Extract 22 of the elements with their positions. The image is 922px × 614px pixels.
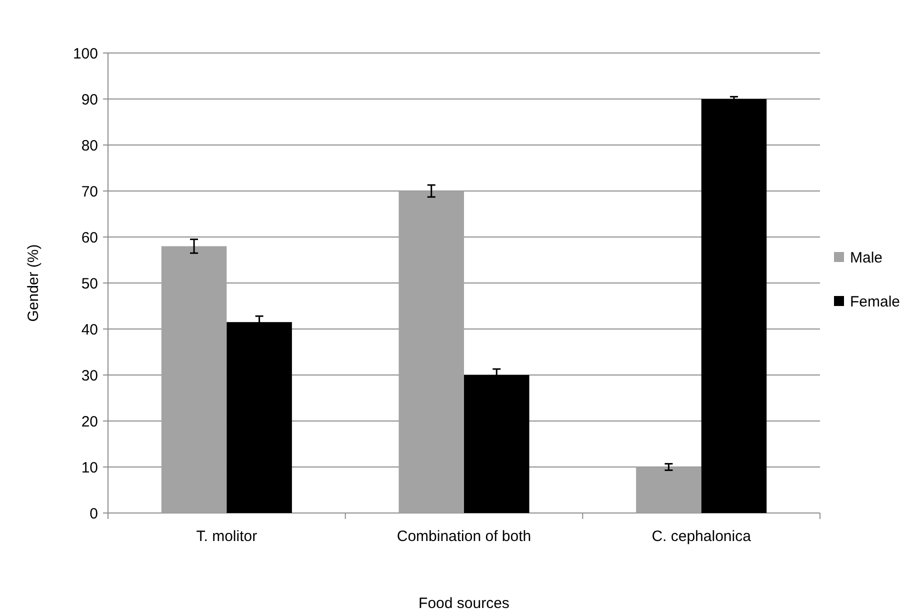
y-tick-label: 30 [81,367,98,384]
legend-label: Male [850,249,883,266]
y-tick-label: 20 [81,413,98,430]
y-tick-label: 60 [81,229,98,246]
y-tick-label: 10 [81,459,98,476]
y-tick-label: 50 [81,275,98,292]
y-tick-label: 90 [81,91,98,108]
bar [161,246,227,513]
y-axis-title: Gender (%) [25,244,42,322]
y-tick-label: 100 [72,45,98,62]
bar [701,99,767,513]
x-tick-label: C. cephalonica [652,528,752,545]
y-tick-label: 70 [81,183,98,200]
x-tick-label: Combination of both [396,528,532,545]
bar [636,467,702,513]
bar [398,191,464,513]
y-tick-label: 40 [81,321,98,338]
legend-label: Female [850,293,900,310]
x-tick-label: T. molitor [196,528,258,545]
y-tick-label: 0 [90,505,98,522]
x-axis-title: Food sources [418,595,510,612]
y-tick-label: 80 [81,137,98,154]
